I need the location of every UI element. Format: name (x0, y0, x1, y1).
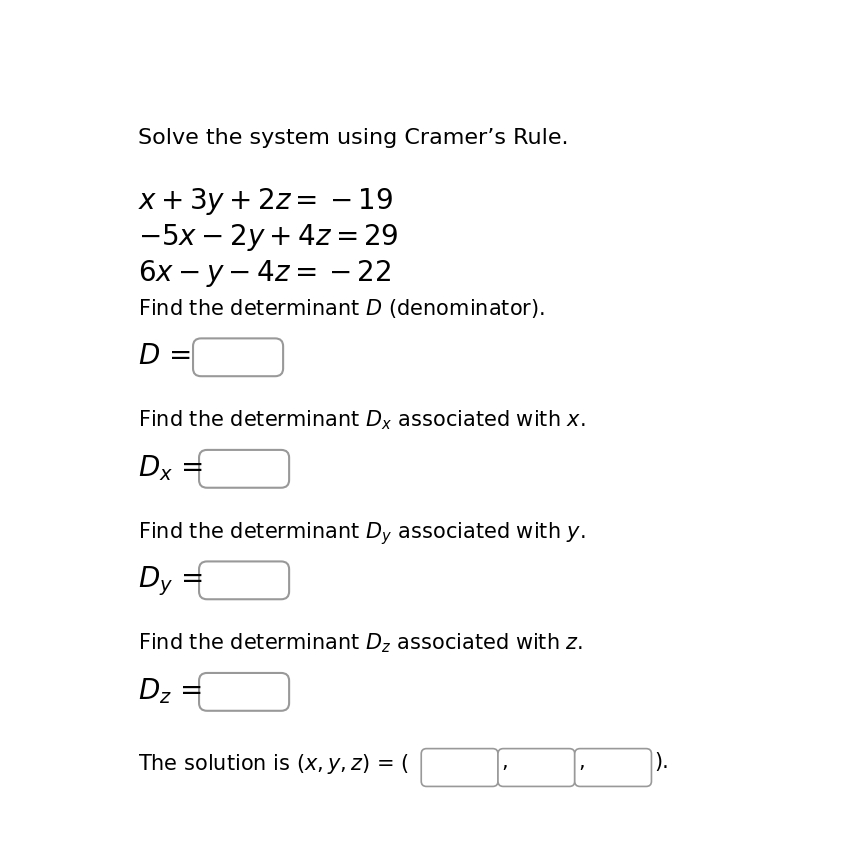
FancyBboxPatch shape (421, 749, 498, 787)
Text: $-5x - 2y + 4z = 29$: $-5x - 2y + 4z = 29$ (138, 222, 399, 253)
Text: Find the determinant $D_z$ associated with $z$.: Find the determinant $D_z$ associated wi… (138, 632, 583, 656)
Text: ,: , (578, 752, 585, 772)
Text: $D$ =: $D$ = (138, 341, 190, 369)
Text: $D_y$ =: $D_y$ = (138, 565, 202, 598)
Text: Find the determinant $D_x$ associated with $x$.: Find the determinant $D_x$ associated wi… (138, 409, 585, 433)
Text: $D_z$ =: $D_z$ = (138, 676, 201, 706)
Text: $D_x$ =: $D_x$ = (138, 453, 202, 483)
FancyBboxPatch shape (199, 450, 289, 488)
FancyBboxPatch shape (498, 749, 575, 787)
Text: ,: , (501, 752, 508, 772)
FancyBboxPatch shape (199, 673, 289, 711)
FancyBboxPatch shape (199, 562, 289, 600)
Text: Solve the system using Cramer’s Rule.: Solve the system using Cramer’s Rule. (138, 128, 568, 147)
Text: The solution is $(x, y, z)$ = (: The solution is $(x, y, z)$ = ( (138, 752, 408, 776)
Text: $x + 3y + 2z = -19$: $x + 3y + 2z = -19$ (138, 186, 393, 218)
FancyBboxPatch shape (193, 339, 283, 376)
Text: Find the determinant $D_y$ associated with $y$.: Find the determinant $D_y$ associated wi… (138, 520, 585, 547)
FancyBboxPatch shape (575, 749, 652, 787)
Text: Find the determinant $D$ (denominator).: Find the determinant $D$ (denominator). (138, 297, 544, 320)
Text: $6x - y - 4z = -22$: $6x - y - 4z = -22$ (138, 258, 391, 289)
Text: ).: ). (654, 752, 670, 772)
